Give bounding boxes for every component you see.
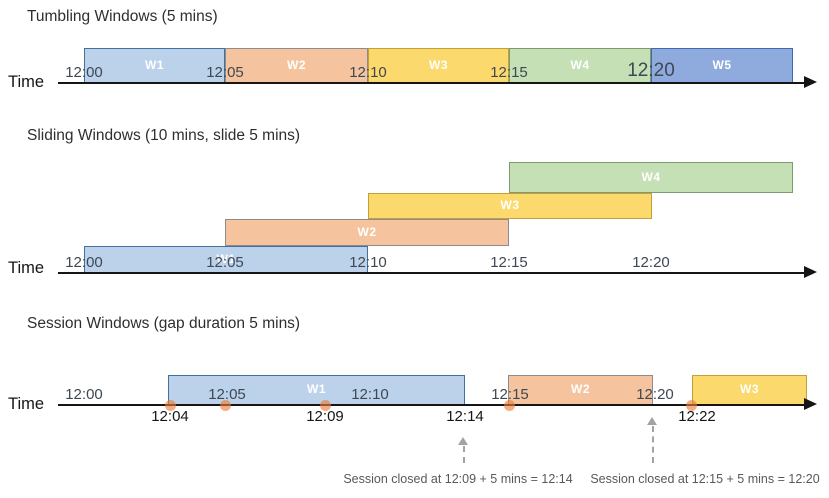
tick-label-session-1200: 12:00 bbox=[65, 386, 103, 403]
tick-label-session-1215: 12:15 bbox=[491, 386, 529, 403]
window-label-sliding-w2: W2 bbox=[357, 224, 377, 239]
window-label-sliding-w3: W3 bbox=[500, 198, 520, 212]
session-close-annotation-1: Session closed at 12:15 + 5 mins = 12:20 bbox=[590, 472, 820, 486]
tick-label-sliding-1200: 12:00 bbox=[65, 254, 103, 271]
window-label-tumbling-w3: W3 bbox=[429, 57, 448, 72]
event-time-label-1209: 12:09 bbox=[306, 408, 344, 425]
event-time-label-1204: 12:04 bbox=[151, 408, 189, 425]
tick-label-session-1210: 12:10 bbox=[351, 386, 389, 403]
window-label-session-w3: W3 bbox=[740, 382, 759, 396]
session-close-arrow-icon-0 bbox=[458, 437, 468, 445]
window-box-sliding-w1 bbox=[84, 246, 368, 273]
window-box-sliding-w2 bbox=[225, 219, 509, 246]
event-dot-session-2 bbox=[319, 399, 331, 411]
tick-label-tumbling-1210: 12:10 bbox=[349, 64, 387, 81]
tick-label-tumbling-1220: 12:20 bbox=[627, 60, 675, 81]
tick-label-sliding-1210: 12:10 bbox=[349, 254, 387, 271]
event-time-label-1214: 12:14 bbox=[446, 408, 484, 425]
tick-label-tumbling-1215: 12:15 bbox=[490, 64, 528, 81]
tick-label-sliding-1220: 12:20 bbox=[632, 254, 670, 271]
axis-arrowhead-icon-sliding bbox=[804, 266, 817, 278]
event-dot-session-3 bbox=[503, 399, 515, 411]
window-label-sliding-w4: W4 bbox=[641, 169, 661, 184]
window-label-session-w2: W2 bbox=[571, 382, 590, 396]
event-dot-session-0 bbox=[164, 399, 176, 411]
tick-label-sliding-1215: 12:15 bbox=[490, 254, 528, 271]
section-title-tumbling: Tumbling Windows (5 mins) bbox=[27, 8, 218, 25]
window-box-tumbling-w2 bbox=[225, 48, 368, 83]
axis-line-sliding bbox=[58, 272, 806, 274]
tick-label-session-1205: 12:05 bbox=[208, 386, 246, 403]
time-axis-label-tumbling: Time bbox=[8, 73, 45, 91]
window-label-session-w1: W1 bbox=[307, 382, 326, 396]
axis-arrowhead-icon-session bbox=[804, 398, 817, 410]
window-label-tumbling-w2: W2 bbox=[287, 57, 306, 72]
session-close-arrow-icon-1 bbox=[647, 417, 657, 425]
section-title-sliding: Sliding Windows (10 mins, slide 5 mins) bbox=[27, 127, 301, 144]
window-label-sliding-w1: W1 bbox=[216, 251, 236, 266]
event-dot-session-1 bbox=[219, 399, 231, 411]
event-time-label-1222: 12:22 bbox=[678, 408, 716, 425]
tick-label-tumbling-1205: 12:05 bbox=[206, 64, 244, 81]
event-dot-session-4 bbox=[685, 399, 697, 411]
tick-label-tumbling-1200: 12:00 bbox=[65, 64, 103, 81]
section-title-session: Session Windows (gap duration 5 mins) bbox=[27, 315, 301, 332]
time-axis-label-sliding: Time bbox=[8, 259, 45, 277]
axis-line-tumbling bbox=[58, 82, 806, 84]
session-close-annotation-0: Session closed at 12:09 + 5 mins = 12:14 bbox=[343, 472, 573, 486]
window-box-sliding-w4 bbox=[509, 162, 793, 193]
tick-label-sliding-1205: 12:05 bbox=[206, 254, 244, 271]
window-label-tumbling-w4: W4 bbox=[570, 57, 590, 72]
window-label-tumbling-w5: W5 bbox=[712, 57, 732, 72]
window-box-sliding-w3 bbox=[368, 193, 652, 219]
tick-label-session-1220: 12:20 bbox=[636, 386, 674, 403]
time-axis-label-session: Time bbox=[8, 395, 45, 413]
axis-line-session bbox=[58, 404, 806, 406]
axis-arrowhead-icon-tumbling bbox=[804, 76, 817, 88]
window-label-tumbling-w1: W1 bbox=[145, 57, 164, 72]
session-close-arrow-line-1 bbox=[652, 426, 654, 463]
session-close-arrow-line-0 bbox=[463, 446, 465, 463]
